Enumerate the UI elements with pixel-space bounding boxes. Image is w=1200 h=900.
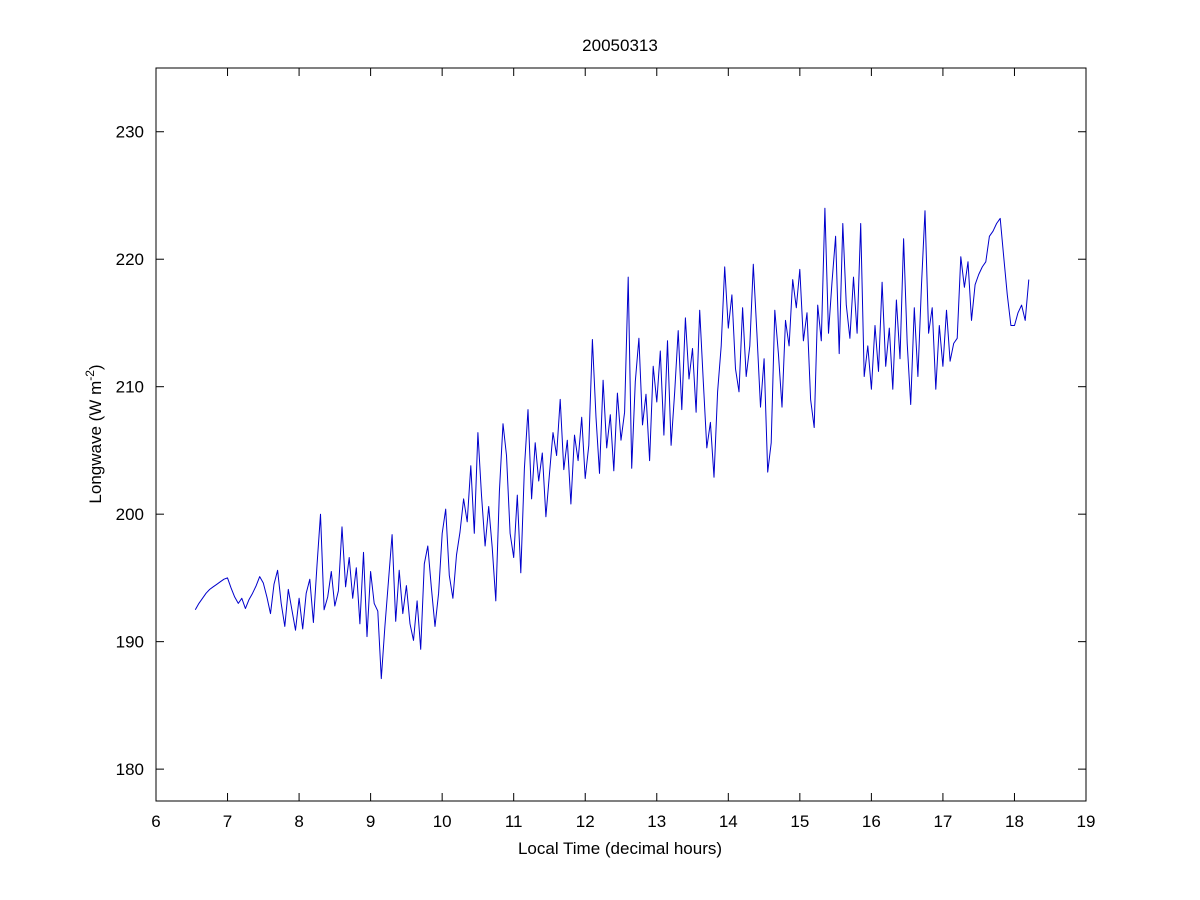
y-axis-label-close: ) bbox=[86, 364, 105, 370]
x-tick-label: 13 bbox=[647, 812, 666, 831]
x-tick-label: 11 bbox=[505, 812, 523, 831]
y-tick-label: 220 bbox=[116, 250, 144, 269]
y-tick-label: 190 bbox=[116, 633, 144, 652]
x-tick-label: 12 bbox=[576, 812, 595, 831]
y-axis-label: Longwave (W m-2) bbox=[83, 364, 105, 503]
y-tick-label: 230 bbox=[116, 123, 144, 142]
series-line bbox=[194, 207, 1030, 680]
x-tick-label: 10 bbox=[433, 812, 452, 831]
x-tick-label: 14 bbox=[719, 812, 738, 831]
y-tick-label: 200 bbox=[116, 505, 144, 524]
chart-title: 20050313 bbox=[582, 36, 658, 55]
x-tick-label: 16 bbox=[862, 812, 881, 831]
y-axis-label-exponent: -2 bbox=[83, 370, 97, 381]
axis-ticks: 6 7 8 9 10 11 12 13 14 15 16 17 18 19 180 190 200 210 220 2… bbox=[116, 68, 1096, 831]
x-tick-label: 6 bbox=[151, 812, 160, 831]
x-tick-label: 15 bbox=[790, 812, 809, 831]
y-tick-label: 210 bbox=[116, 378, 144, 397]
x-tick-label: 8 bbox=[294, 812, 303, 831]
x-tick-label: 7 bbox=[223, 812, 232, 831]
y-tick-label: 180 bbox=[116, 760, 144, 779]
x-tick-label: 19 bbox=[1077, 812, 1096, 831]
x-tick-label: 17 bbox=[933, 812, 952, 831]
y-axis-label-main: Longwave (W m bbox=[86, 381, 105, 504]
x-tick-label: 18 bbox=[1005, 812, 1024, 831]
x-tick-label: 9 bbox=[366, 812, 375, 831]
x-axis-label: Local Time (decimal hours) bbox=[518, 839, 722, 858]
